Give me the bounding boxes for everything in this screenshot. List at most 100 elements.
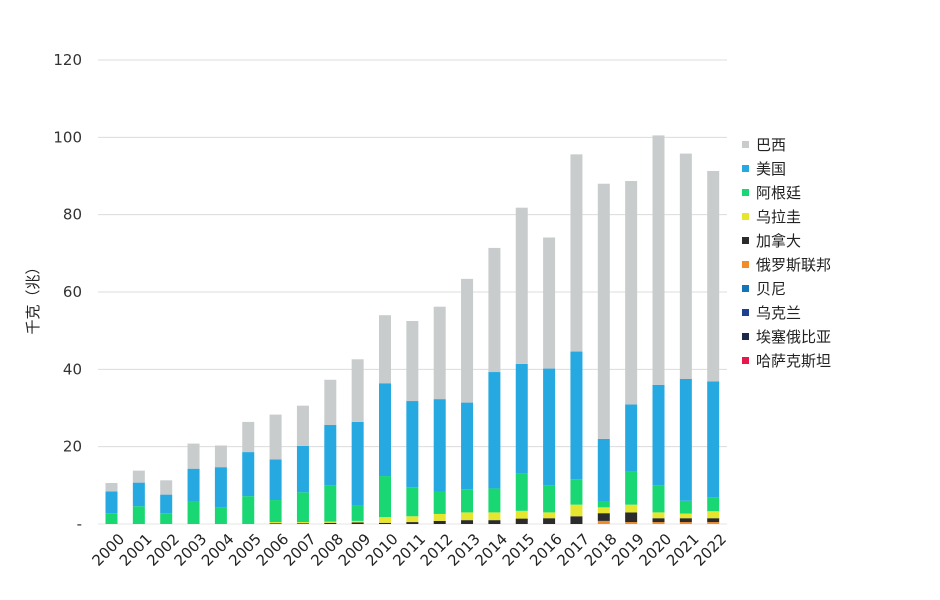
bar-segment (132, 482, 145, 507)
bar-segment (625, 512, 638, 523)
y-axis-label: 千克（兆） (24, 259, 42, 334)
y-tick-label: 20 (63, 438, 82, 456)
legend-label: 俄罗斯联邦 (756, 255, 832, 274)
bar-segment (242, 452, 255, 497)
bar-segment (679, 513, 692, 519)
bar-segment (707, 497, 720, 512)
bar-segment (597, 507, 610, 514)
bar-segment (105, 491, 118, 514)
bar-segment (543, 485, 556, 513)
bar-segment (160, 513, 173, 524)
bar-segment (433, 399, 446, 492)
legend-label: 哈萨克斯坦 (756, 351, 832, 370)
bar-segment (515, 207, 528, 364)
bar-segment (214, 445, 227, 468)
legend-item: 贝尼 (742, 276, 831, 300)
bar-segment (570, 504, 583, 517)
bar-segment (433, 491, 446, 514)
bar-segment (132, 470, 145, 483)
bar-segment (160, 480, 173, 495)
bar-segment (461, 512, 474, 521)
bar-segment (679, 500, 692, 514)
bar-segment (597, 183, 610, 439)
bar-segment (379, 383, 391, 477)
bar-segment (296, 405, 309, 446)
bar-segment (652, 384, 665, 486)
legend-item: 加拿大 (742, 228, 831, 252)
bar-segment (132, 506, 145, 524)
bar-segment (351, 421, 364, 506)
y-axis-ticks: - 20 40 60 80 100 120 (53, 51, 82, 533)
legend-label: 美国 (756, 159, 787, 178)
legend-swatch (742, 356, 749, 364)
bar-segment (187, 443, 200, 469)
bar-segment (324, 522, 337, 524)
y-tick-label: 60 (63, 283, 82, 301)
bar-segment (625, 471, 638, 505)
legend-label: 贝尼 (756, 279, 787, 298)
bar-segment (543, 512, 556, 519)
gridlines (98, 59, 727, 525)
bar-segment (187, 468, 200, 502)
bar-segment (597, 513, 610, 521)
bar-segment (652, 512, 665, 519)
bar-segment (515, 510, 528, 519)
bar-segment (707, 381, 720, 498)
bar-segment (461, 489, 474, 513)
y-tick-label: 40 (63, 360, 82, 378)
bar-segment (406, 321, 419, 402)
bar-segment (324, 521, 337, 523)
legend: 巴西 美国 阿根廷 乌拉圭 加拿大 俄罗斯联邦 贝尼 乌克兰 埃塞俄比亚 哈萨克斯坦 (742, 132, 831, 372)
bar-segment (324, 485, 337, 522)
bar-segment (570, 479, 583, 505)
bar-segment (652, 522, 665, 524)
bar-segment (351, 520, 364, 523)
x-axis-ticks: 2000200120022003200420052006200720082009… (89, 530, 730, 570)
bar-segment (187, 501, 200, 524)
x-tick-label: 2022 (690, 530, 730, 570)
legend-item: 埃塞俄比亚 (742, 324, 831, 348)
bar-segment (296, 492, 309, 523)
bar-segment (433, 520, 446, 524)
bar-segment (543, 518, 556, 524)
bar-segment (406, 522, 419, 524)
bar-segment (652, 135, 665, 385)
bar-segment (461, 402, 474, 490)
bar-segment (214, 507, 227, 524)
bars (105, 135, 720, 524)
bar-segment (461, 278, 474, 403)
bar-segment (296, 522, 309, 524)
bar-segment (379, 476, 391, 518)
legend-swatch (742, 332, 749, 340)
bar-segment (379, 315, 391, 384)
legend-swatch (742, 164, 749, 172)
bar-segment (652, 518, 665, 523)
bar-segment (679, 379, 692, 501)
bar-segment (488, 512, 501, 521)
bar-segment (324, 425, 337, 486)
bar-segment (597, 520, 610, 524)
bar-segment (488, 520, 501, 524)
bar-segment (269, 523, 282, 524)
bar-segment (515, 518, 528, 524)
legend-swatch (742, 212, 749, 220)
bar-segment (433, 306, 446, 400)
bar-segment (296, 523, 309, 524)
bar-segment (625, 504, 638, 513)
bar-segment (570, 516, 583, 524)
bar-segment (296, 445, 309, 493)
bar-segment (214, 467, 227, 508)
bar-segment (543, 237, 556, 369)
bar-segment (679, 153, 692, 379)
bar-segment (597, 501, 610, 508)
legend-item: 阿根廷 (742, 180, 831, 204)
bar-segment (570, 351, 583, 480)
bar-segment (406, 516, 419, 523)
legend-label: 巴西 (756, 135, 787, 154)
bar-segment (679, 518, 692, 523)
legend-swatch (742, 188, 749, 196)
bar-segment (707, 518, 720, 523)
bar-segment (707, 522, 720, 524)
legend-item: 乌克兰 (742, 300, 831, 324)
